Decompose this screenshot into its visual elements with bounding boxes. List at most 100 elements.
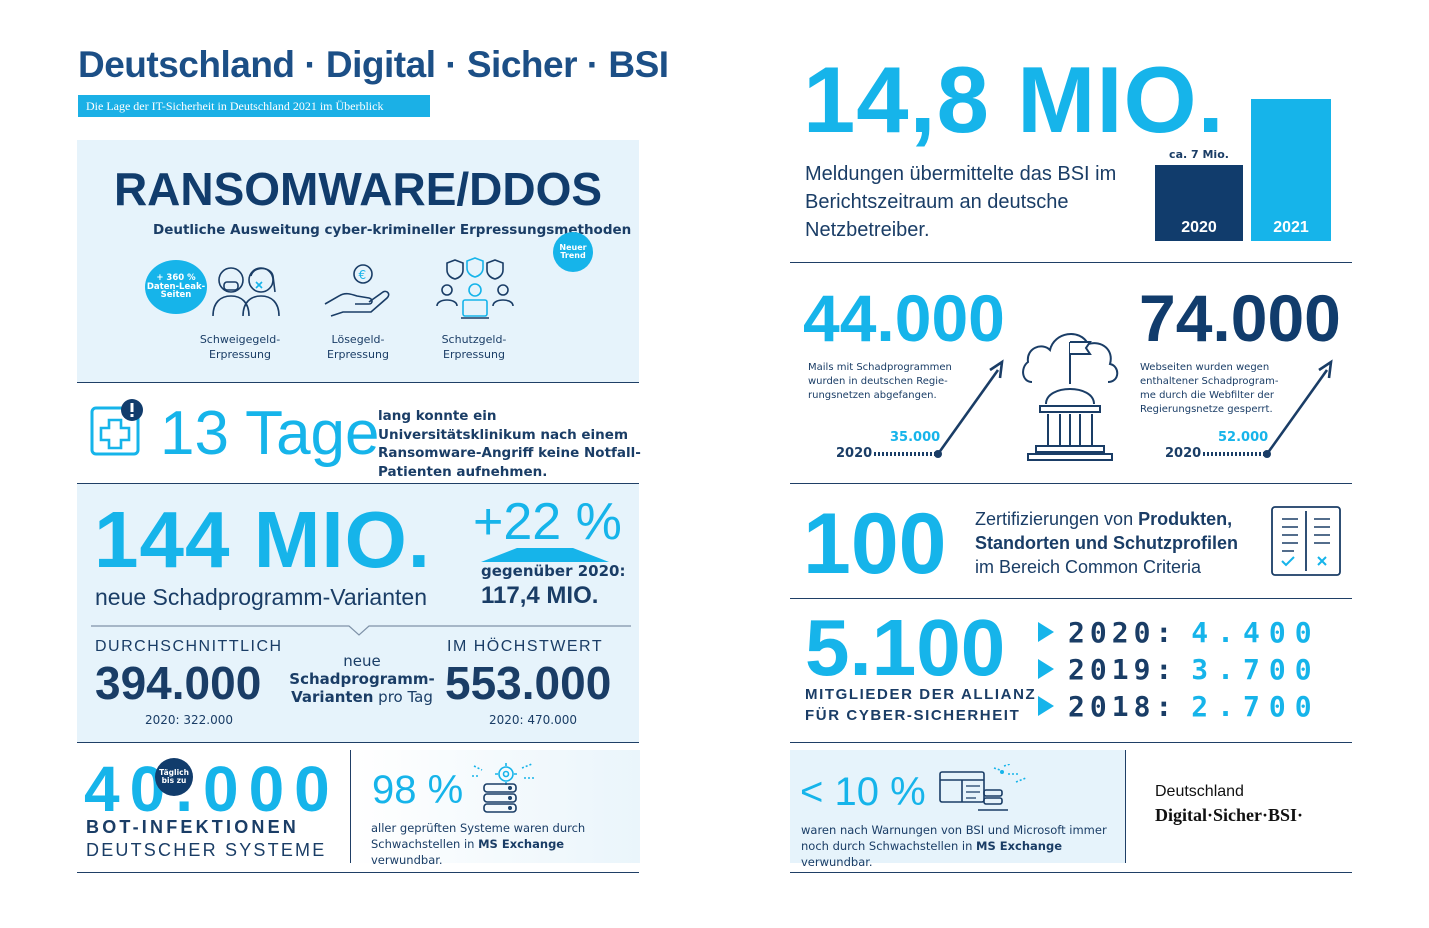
logo-line-2: Digital·Sicher·BSI· <box>1155 805 1304 825</box>
websites-prev-value: 52.000 <box>1218 430 1269 445</box>
divider <box>77 483 639 484</box>
mails-prev-year: 2020 <box>836 446 873 461</box>
per-day-line1: neue <box>343 652 381 670</box>
websites-text-line4: Regierungsnetze gesperrt. <box>1140 404 1273 415</box>
exchange-panel <box>350 750 640 863</box>
method-caption-2: Lösegeld- Erpressung <box>303 333 413 363</box>
average-label: DURCHSCHNITTLICH <box>95 638 283 655</box>
people-mask-icon <box>212 267 280 317</box>
exchange-warning-text-bold: MS Exchange <box>976 839 1063 854</box>
history-year: 2018: <box>1068 689 1178 723</box>
exchange-text-b: verwundbar. <box>371 853 443 868</box>
exchange-warning-value: < 10 % <box>800 770 926 814</box>
exchange-text-a: aller geprüften Systeme waren durch Schw… <box>371 821 586 852</box>
play-arrow-icon <box>1038 696 1054 716</box>
leak-badge-line1: + 360 % <box>156 272 196 283</box>
trend-badge-line2: Trend <box>560 251 586 260</box>
alliance-history-row: 2020: 4.400 <box>1038 615 1321 649</box>
websites-growth-arrow <box>1203 359 1333 458</box>
divider <box>790 483 1352 484</box>
leak-badge-line2: Daten-Leak- <box>146 281 206 292</box>
per-day-line3b: pro Tag <box>373 688 433 706</box>
websites-text: Webseiten wurden wegen enthaltener Schad… <box>1140 361 1300 417</box>
websites-value: 74.000 <box>1139 281 1341 355</box>
exchange-warning-panel <box>790 750 1126 863</box>
alliance-label-2: FÜR CYBER-SICHERHEIT <box>805 707 1021 724</box>
exchange-vulnerable-text: aller geprüften Systeme waren durch Schw… <box>371 820 636 868</box>
method-caption-3: Schutzgeld- Erpressung <box>419 333 529 363</box>
method-3-line1: Schutzgeld- <box>441 333 507 346</box>
divider <box>77 742 639 743</box>
method-2-line2: Erpressung <box>327 347 389 361</box>
divider <box>790 742 1352 743</box>
alliance-members-value: 5.100 <box>805 603 1006 692</box>
mails-text-line2: wurden in deutschen Regie- <box>808 376 948 387</box>
websites-text-line3: me durch die Webfilter der <box>1140 390 1274 401</box>
ransomware-subtitle: Deutliche Ausweitung cyber-krimineller E… <box>153 222 632 238</box>
certifications-text-bold1: Produkten, <box>1138 509 1233 529</box>
medical-alert-icon <box>90 399 143 456</box>
exchange-warning-text-a: waren nach Warnungen von BSI und Microso… <box>801 823 1107 854</box>
mails-text-line3: rungsnetzen abgefangen. <box>808 390 937 401</box>
bot-infections-label-2: DEUTSCHER SYSTEME <box>86 840 327 860</box>
daily-badge: Täglich bis zu <box>155 758 193 796</box>
play-arrow-icon <box>1038 622 1054 642</box>
per-day-caption: neue Schadprogramm- Varianten pro Tag <box>287 652 437 706</box>
bot-infections-value: 40.000 <box>84 753 340 825</box>
per-day-line2: Schadprogramm- <box>289 670 435 688</box>
bar-2020: 2020 <box>1155 165 1243 241</box>
server-gear-icon <box>472 763 536 813</box>
malware-variants-caption: neue Schadprogramm-Varianten <box>95 584 427 610</box>
certifications-text: Zertifizierungen von Produkten, Standort… <box>975 508 1275 579</box>
certifications-text-a: Zertifizierungen von <box>975 509 1139 529</box>
method-1-line1: Schweigegeld- <box>199 333 281 346</box>
svg-text:€: € <box>359 268 367 282</box>
bar-2021-label: 2021 <box>1273 219 1309 236</box>
checklist-document-icon <box>1271 506 1341 576</box>
alliance-history-row: 2018: 2.700 <box>1038 689 1321 723</box>
bot-infections-label-1: BOT-INFEKTIONEN <box>86 817 299 837</box>
reports-value: 14,8 MIO. <box>803 47 1225 152</box>
certifications-text-b: im Bereich Common Criteria <box>975 556 1202 577</box>
trend-badge-line1: Neuer <box>559 242 587 252</box>
websites-prev-year: 2020 <box>1165 446 1202 461</box>
divider <box>790 598 1352 599</box>
websites-text-line1: Webseiten wurden wegen <box>1140 362 1270 373</box>
peak-label: IM HÖCHSTWERT <box>447 638 604 655</box>
method-3-line2: Erpressung <box>443 347 505 361</box>
hospital-text: lang konnte ein Universitätsklinikum nac… <box>378 408 641 480</box>
mails-growth-arrow <box>874 359 1004 458</box>
divider <box>790 262 1352 263</box>
malware-variants-value: 144 MIO. <box>94 495 432 584</box>
average-previous: 2020: 322.000 <box>145 713 234 727</box>
leak-sites-badge: + 360 % Daten-Leak- Seiten <box>145 260 207 314</box>
websites-text-line2: enthaltener Schadprogram- <box>1140 376 1279 387</box>
leak-badge-line3: Seiten <box>160 290 192 301</box>
divider <box>790 872 1352 873</box>
window-network-icon <box>939 764 1027 811</box>
method-2-line1: Lösegeld- <box>331 333 385 346</box>
alliance-label-1: MITGLIEDER DER ALLIANZ <box>805 686 1037 703</box>
exchange-warning-text-b: verwundbar. <box>801 855 873 870</box>
divider <box>77 382 639 383</box>
malware-panel: 144 MIO. neue Schadprogramm-Varianten +2… <box>77 484 639 742</box>
ransomware-panel: RANSOMWARE/DDOS Deutliche Ausweitung cyb… <box>77 140 639 382</box>
compare-value: 117,4 MIO. <box>481 582 599 609</box>
peak-previous: 2020: 470.000 <box>489 713 578 727</box>
mails-value: 44.000 <box>803 281 1005 355</box>
method-caption-1: Schweigegeld- Erpressung <box>185 333 295 363</box>
average-value: 394.000 <box>95 657 262 709</box>
history-value: 4.400 <box>1191 615 1321 649</box>
history-value: 3.700 <box>1191 652 1321 686</box>
new-trend-badge: Neuer Trend <box>553 232 593 272</box>
exchange-text-bold: MS Exchange <box>478 837 565 852</box>
hand-euro-icon: € <box>324 264 390 317</box>
history-value: 2.700 <box>1191 689 1321 723</box>
team-shield-icon <box>436 257 514 319</box>
exchange-vulnerable-value: 98 % <box>372 768 464 812</box>
history-year: 2020: <box>1068 615 1178 649</box>
certifications-text-bold2: Standorten und Schutzprofilen <box>975 532 1238 553</box>
compare-label: gegenüber 2020: <box>481 562 626 580</box>
hospital-days-value: 13 Tage <box>160 399 380 468</box>
mails-text-line1: Mails mit Schadprogrammen <box>808 362 952 373</box>
